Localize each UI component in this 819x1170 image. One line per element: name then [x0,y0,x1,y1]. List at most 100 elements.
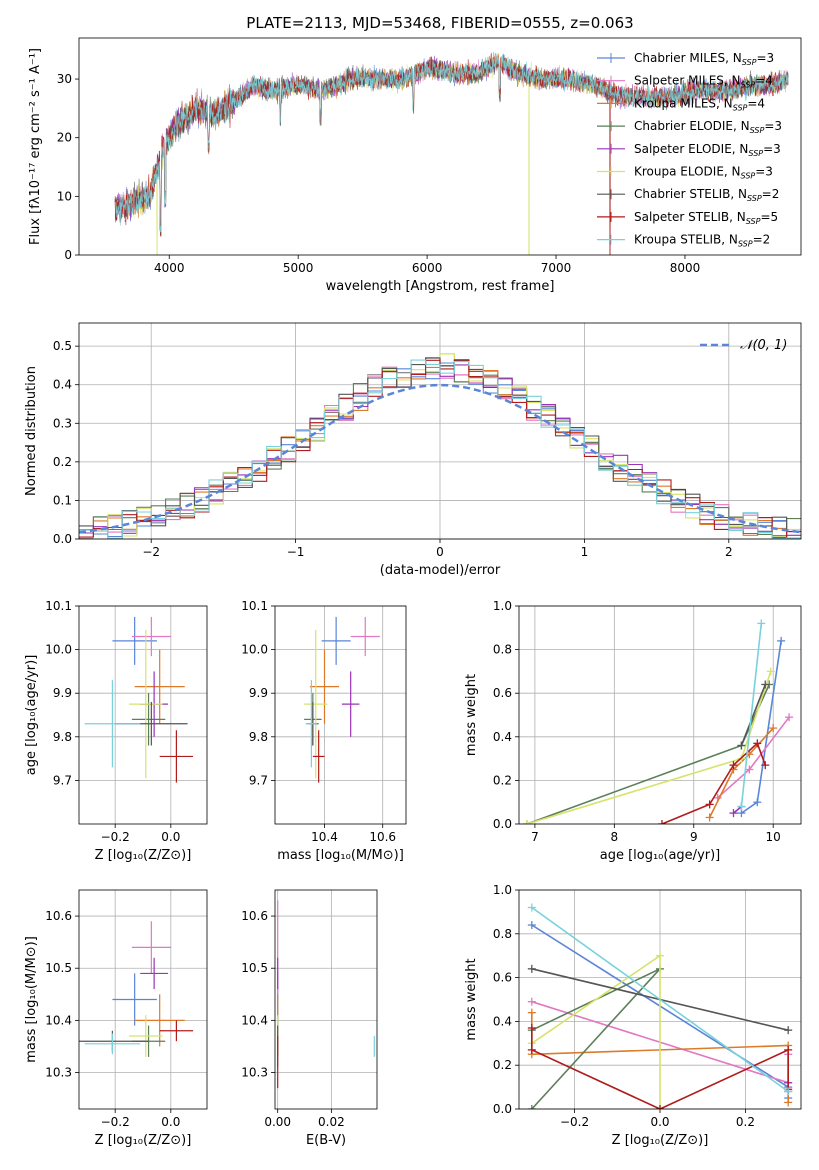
y-tick-label: 0.8 [493,643,512,657]
y-tick-label: 0.0 [493,1102,512,1116]
panel-age_vs_Z: −0.2 0.0 9.7 9.8 9.9 10.0 10.1 Z [log₁₀(Z/Z⊙)] a… [24,599,208,863]
panel-residual_histogram: −2 −1 0 1 2 0.0 0.1 0.2 0.3 0.4 0.5 (data-model)/er… [24,322,802,578]
x-axis-label: (data-model)/error [380,563,501,578]
legend-suffix: =4 [747,96,765,110]
legend-entry-normal: 𝒩(0, 1) [740,338,787,353]
y-tick-label: 0.4 [493,1014,512,1028]
axes-frame [274,605,407,825]
y-tick-label: 0.0 [53,532,72,546]
legend-subscript: SSP [750,126,765,135]
histogram-kroupa_stelib [79,359,801,539]
y-tick-label: 0.4 [493,730,512,744]
x-tick-label: 0.2 [736,1115,755,1129]
legend-subscript: SSP [742,58,757,67]
axes-frame [78,605,208,825]
y-axis-label: mass weight [464,674,479,756]
legend-prefix: Salpeter STELIB, N [634,210,746,224]
legend-prefix: Kroupa MILES, N [634,96,733,110]
y-tick-label: 10.4 [241,1013,268,1027]
legend-suffix: =4 [755,74,773,88]
y-tick-label: 0.2 [493,773,512,787]
legend-prefix: Kroupa ELODIE, N [634,165,741,179]
y-tick-label: 10.1 [241,599,268,613]
y-tick-label: 20 [57,131,72,145]
y-tick-label: 1.0 [493,883,512,897]
legend-suffix: =3 [764,119,782,133]
plot-area [522,619,794,824]
weight-line-salpeter_elodie [732,805,742,814]
y-tick-label: 0.2 [53,455,72,469]
y-tick-label: 9.7 [249,773,268,787]
x-axis-label: mass [log₁₀(M/M⊙)] [277,848,404,863]
y-tick-label: 10.6 [241,909,268,923]
x-axis-label: Z [log₁₀(Z/Z⊙)] [95,1133,192,1148]
y-axis-label: mass [log₁₀(M/M⊙)] [24,936,39,1063]
y-tick-label: 10.5 [45,961,72,975]
y-tick-label: 9.9 [249,686,268,700]
panel-spectrum: 4000 5000 6000 7000 8000 0 10 20 30 wavelength [A… [28,37,802,294]
y-axis-label: Flux [fλ10⁻¹⁷ erg cm⁻² s⁻¹ A⁻¹] [28,48,43,245]
axes-frame [78,37,802,256]
y-tick-label: 0.6 [493,686,512,700]
legend-entry-kroupa_miles: Kroupa MILES, NSSP=4 [634,96,765,112]
x-tick-label: −0.2 [101,1115,130,1129]
weight-line-chabrier_stelib [740,684,767,746]
legend-prefix: Salpeter MILES, N [634,74,741,88]
legend-suffix: =5 [760,210,778,224]
y-tick-label: 0.8 [493,927,512,941]
y-tick-label: 9.8 [249,730,268,744]
y-tick-label: 0.3 [53,416,72,430]
y-tick-label: 10.5 [241,961,268,975]
plot-area [84,616,194,783]
x-tick-label: 10.6 [369,830,396,844]
panel-age_vs_mass: 10.4 10.6 9.7 9.8 9.9 10.0 10.1 mass [log₁₀(M/M… [241,599,407,863]
axes-frame [78,322,802,540]
y-tick-label: 10.3 [45,1066,72,1080]
x-axis-label: age [log₁₀(age/yr)] [600,848,721,863]
y-axis-label: Normed distribution [24,366,39,496]
y-tick-label: 30 [57,72,72,86]
spectrum-line-kroupa_stelib [114,53,789,233]
x-axis-label: wavelength [Angstrom, rest frame] [326,279,555,294]
plot-area [114,52,789,255]
legend-subscript: SSP [741,81,756,90]
x-axis-label: E(B-V) [306,1133,346,1148]
y-tick-label: 0.5 [53,339,72,353]
x-tick-label: 0.0 [161,830,180,844]
legend-suffix: =3 [756,51,774,65]
y-tick-label: 9.7 [53,773,72,787]
legend-subscript: SSP [738,240,753,249]
y-axis-label: mass weight [464,958,479,1040]
x-tick-label: 0.0 [161,1115,180,1129]
legend-suffix: =2 [762,187,780,201]
x-tick-label: 7 [531,830,539,844]
legend-entry-salpeter_stelib: Salpeter STELIB, NSSP=5 [634,210,778,226]
legend-suffix: =3 [763,142,781,156]
legend-entry-kroupa_stelib: Kroupa STELIB, NSSP=2 [634,233,770,249]
x-tick-label: 0 [436,545,444,559]
figure-title: PLATE=2113, MJD=53468, FIBERID=0555, z=0… [246,14,633,32]
weight-line-kroupa_stelib [531,906,789,1093]
weight-line-kroupa_stelib [740,623,763,807]
legend-entry-chabrier_elodie: Chabrier ELODIE, NSSP=3 [634,119,782,135]
y-axis-label: age [log₁₀(age/yr)] [24,655,39,776]
x-tick-label: 0.0 [650,1115,669,1129]
legend-prefix: Salpeter ELODIE, N [634,142,748,156]
legend-subscript: SSP [746,217,761,226]
x-tick-label: 8 [611,830,619,844]
plot-area [79,353,801,539]
legend-entry-chabrier_miles: Chabrier MILES, NSSP=3 [634,51,774,67]
normal-reference-curve [79,383,801,534]
x-tick-label: −1 [287,545,305,559]
x-tick-label: 9 [690,830,698,844]
x-tick-label: 10 [766,830,781,844]
legend-suffix: =2 [753,233,771,247]
legend-entry-salpeter_elodie: Salpeter ELODIE, NSSP=3 [634,142,781,158]
y-tick-label: 10.4 [45,1013,72,1027]
legend-prefix: Chabrier ELODIE, N [634,119,750,133]
legend-subscript: SSP [733,103,748,112]
y-tick-label: 0 [64,248,72,262]
legend-entry-chabrier_stelib: Chabrier STELIB, NSSP=2 [634,187,779,203]
plot-area [277,900,375,1089]
